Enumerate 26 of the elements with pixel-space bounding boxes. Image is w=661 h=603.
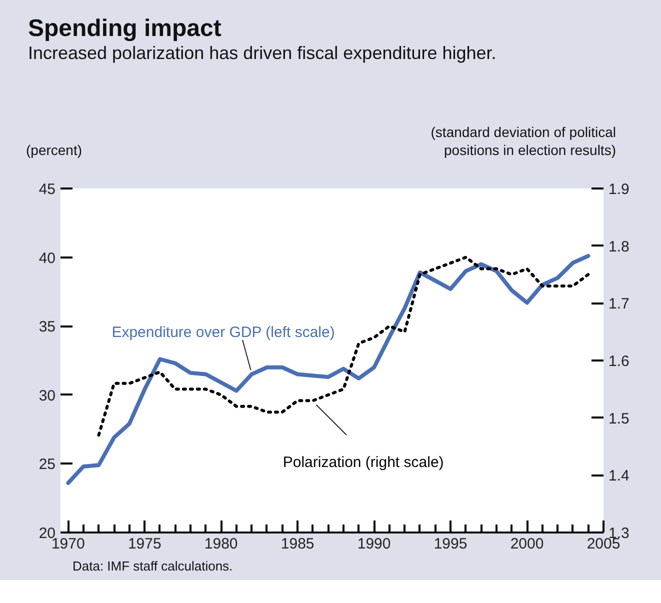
text: Data: IMF staff calculations. (72, 558, 233, 574)
y-axis-title: (percent) (26, 140, 82, 159)
y-tick-label: 45 (38, 181, 56, 198)
chart-subtitle: Increased polarization has driven fiscal expenditure higher. (28, 42, 496, 64)
y2-tick-label: 1.4 (608, 468, 630, 485)
y2-tick-label: 1.5 (608, 410, 630, 428)
y2-tick-label: 1.7 (608, 296, 630, 313)
y2-tick-label: 1.8 (608, 238, 630, 256)
x-tick-label: 1980 (204, 536, 238, 552)
y-tick-label: 25 (38, 456, 56, 474)
y2-tick-label: 1.9 (608, 181, 630, 198)
x-tick-label: 1985 (280, 536, 314, 552)
x-tick-label: 1990 (357, 536, 391, 552)
x-tick-label: 1975 (128, 536, 162, 552)
x-tick-label: 2000 (510, 536, 544, 552)
y2-axis-title: (standard deviation of political positions in election results) (430, 124, 616, 159)
y2-tick-label: 1.6 (608, 353, 630, 370)
x-tick-label: 1995 (434, 536, 468, 552)
y-tick-label: 30 (38, 387, 56, 404)
line-series (97, 256, 590, 437)
series-label: Expenditure over GDP (left scale) (112, 324, 335, 341)
y-tick-label: 40 (38, 250, 56, 267)
line-series (66, 254, 590, 485)
chart-title: Spending impact (28, 14, 222, 44)
text: Polarization (right scale) (282, 454, 444, 472)
y-tick-label: 35 (38, 318, 56, 336)
